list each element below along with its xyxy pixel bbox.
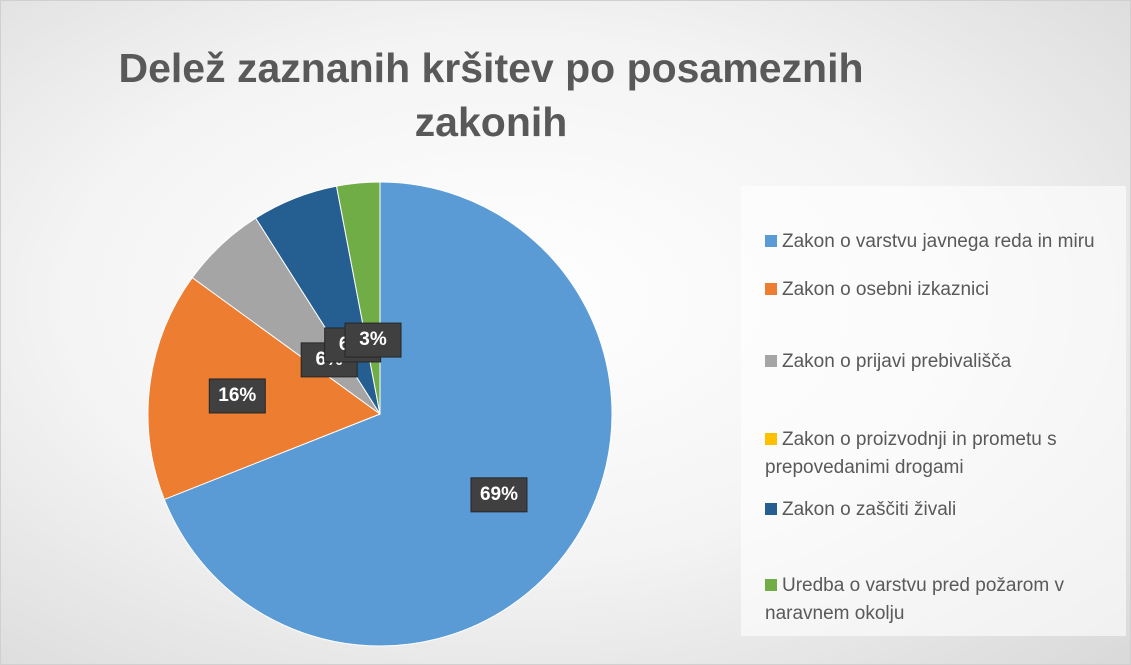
legend-swatch (765, 283, 777, 295)
legend-label: Zakon o osebni izkaznici (782, 279, 989, 300)
legend-item: Zakon o prijavi prebivališča (765, 348, 1115, 376)
legend-item: Uredba o varstvu pred požarom v naravnem… (765, 572, 1115, 628)
legend-label: Zakon o prijavi prebivališča (782, 351, 1012, 372)
data-label-box (470, 477, 528, 513)
legend-label: Zakon o varstvu javnega reda in miru (782, 231, 1095, 252)
data-label: 3% (344, 322, 402, 358)
legend-label: Uredba o varstvu pred požarom v naravnem… (765, 575, 1064, 624)
data-label-box (344, 322, 402, 358)
data-label-text: 3% (359, 329, 387, 350)
legend-item: Zakon o osebni izkaznici (765, 276, 1115, 304)
legend-swatch (765, 433, 777, 445)
data-label-text: 69% (480, 484, 518, 505)
legend-item: Zakon o zaščiti živali (765, 496, 1115, 524)
data-label: 16% (208, 378, 266, 414)
pie-slice (163, 181, 613, 647)
data-label: 69% (470, 477, 528, 513)
data-label-box (208, 378, 266, 414)
legend: Zakon o varstvu javnega reda in miru Zako… (741, 186, 1126, 636)
legend-label: Zakon o zaščiti živali (782, 499, 957, 520)
data-label-text: 16% (218, 385, 256, 406)
legend-swatch (765, 235, 777, 247)
legend-item: Zakon o varstvu javnega reda in miru (765, 228, 1115, 256)
chart-title: Delež zaznanih kršitev po posameznih zak… (118, 45, 864, 145)
legend-swatch (765, 579, 777, 591)
legend-item: Zakon o proizvodnji in prometu s prepove… (765, 426, 1115, 482)
legend-label: Zakon o proizvodnji in prometu s prepove… (765, 429, 1057, 478)
legend-swatch (765, 355, 777, 367)
legend-swatch (765, 503, 777, 515)
